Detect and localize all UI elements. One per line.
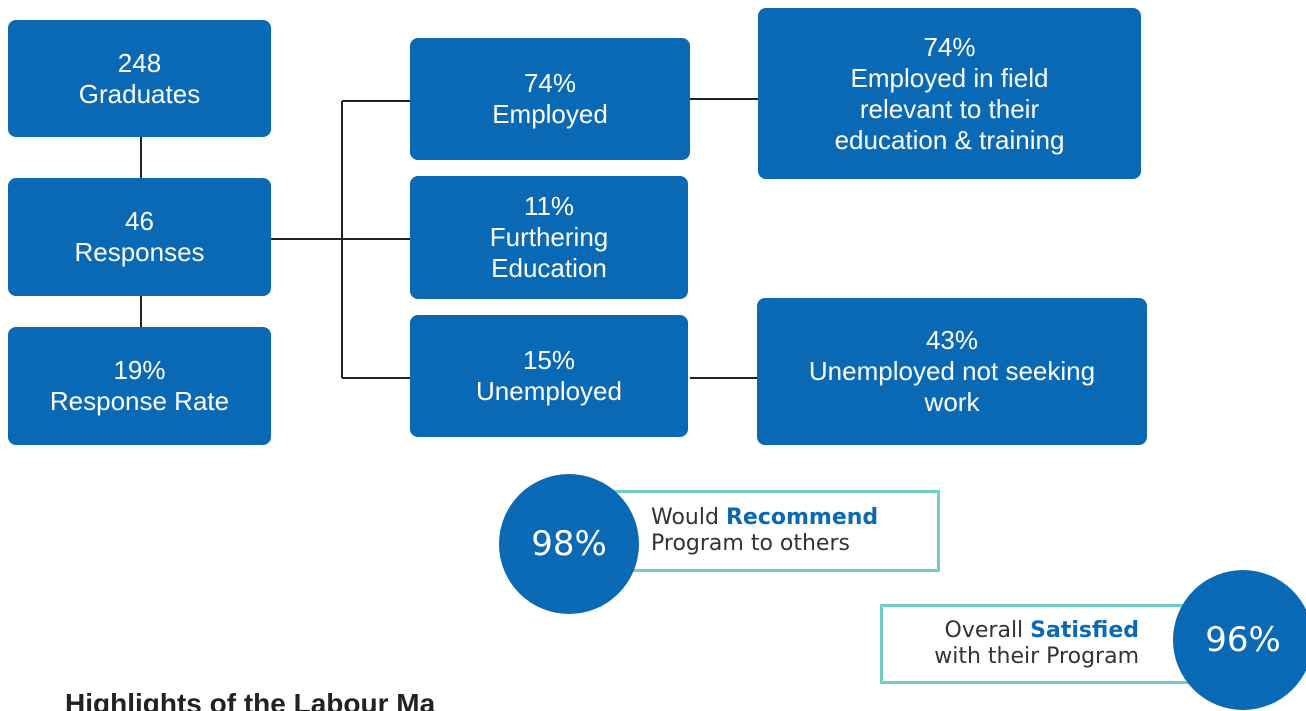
node: 19% Response Rate [8, 327, 271, 445]
node-value: 74% [523, 68, 577, 98]
node-line: work [924, 387, 980, 417]
badge-highlight: Recommend [725, 505, 879, 530]
node: 43% Unemployed not seeking work [757, 298, 1147, 445]
node-line: Education [491, 253, 607, 283]
node-line: Furthering [489, 222, 609, 252]
badge-line: with their Program [934, 644, 1139, 669]
node: 46 Responses [8, 178, 271, 296]
node-line: Unemployed [476, 376, 622, 406]
node-line: Employed [492, 99, 608, 129]
node-line: Responses [74, 237, 205, 267]
node: 74% Employed in field relevant to their edu… [758, 8, 1141, 179]
footer: Highlights of the Labour Ma [65, 688, 436, 711]
node-line: relevant to their [859, 93, 1040, 124]
badge-text: Overall [944, 618, 1024, 643]
node-line: education & training [834, 124, 1065, 155]
node: 248 Graduates [8, 20, 271, 137]
node-value: 15% [522, 345, 576, 375]
badge-line: Would Recommend [651, 505, 937, 531]
badge-text: Would [651, 505, 719, 530]
node-value: 74% [923, 31, 976, 62]
node-line: Employed in field [850, 62, 1049, 93]
badge-highlight: Satisfied [1030, 618, 1139, 643]
node-value: 43% [925, 325, 979, 355]
badge-box: Overall Satisfied with their Program [880, 604, 1207, 684]
node-value: 19% [113, 355, 166, 385]
badge-circle: 98% [499, 474, 639, 614]
node-line: Unemployed not seeking [808, 356, 1096, 386]
node: 15% Unemployed [410, 315, 688, 437]
node: 11% Furthering Education [410, 176, 688, 299]
badge-circle: 96% [1173, 570, 1306, 710]
badge-line: Overall Satisfied [883, 618, 1139, 644]
badge-line: Program to others [651, 531, 850, 556]
node-line: Response Rate [49, 386, 230, 416]
node: 74% Employed [410, 38, 690, 160]
node-value: 11% [523, 191, 575, 221]
node-line: Graduates [78, 78, 201, 109]
node-value: 46 [125, 206, 154, 236]
node-value: 248 [117, 47, 162, 78]
